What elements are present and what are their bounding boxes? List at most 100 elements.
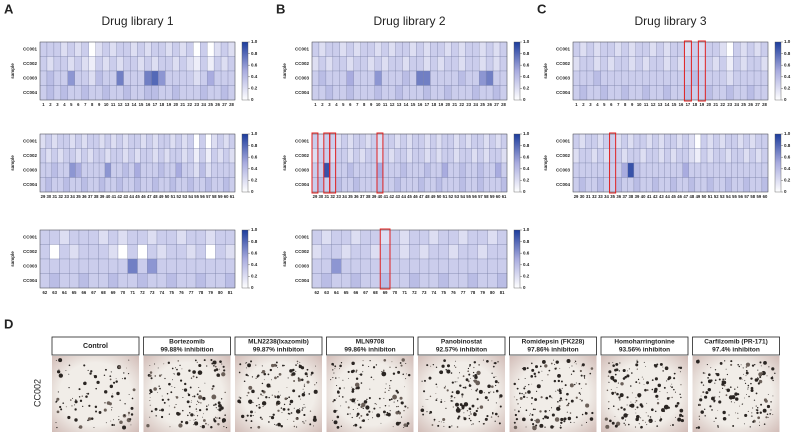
colorbar-tick-label: 0.4	[523, 262, 530, 267]
colony	[774, 372, 776, 375]
colony	[432, 364, 435, 366]
heatmap-cell	[698, 56, 706, 72]
colony	[561, 399, 563, 401]
heatmap-cell	[380, 258, 391, 274]
colony	[448, 425, 451, 429]
heatmap-cell	[39, 85, 48, 101]
colony	[223, 426, 225, 428]
colony	[124, 403, 126, 405]
heatmap-cell	[430, 85, 438, 101]
colony	[741, 378, 743, 380]
colony	[671, 383, 673, 385]
colony	[557, 400, 559, 403]
colony	[301, 393, 306, 397]
column-label: 8	[363, 102, 366, 107]
colony	[149, 392, 151, 395]
colony	[470, 419, 472, 422]
colony	[473, 366, 475, 369]
heatmap-cell	[69, 229, 80, 245]
heatmap-cell	[144, 41, 152, 57]
heatmap-cell	[639, 162, 647, 178]
heatmap-cell	[579, 70, 588, 86]
colony	[121, 378, 123, 380]
colony	[749, 426, 751, 428]
colony	[187, 392, 189, 394]
heatmap-cell	[746, 70, 755, 86]
heatmap-cell	[600, 41, 608, 57]
heatmap-cell	[609, 133, 616, 149]
heatmap-cell	[220, 56, 229, 72]
heatmap-cell	[331, 229, 342, 245]
heatmap-cell	[140, 177, 147, 193]
heatmap-cell	[311, 273, 322, 289]
colony	[425, 399, 427, 401]
heatmap-cell	[127, 229, 138, 245]
heatmap-cell	[215, 273, 226, 289]
colony	[566, 411, 568, 413]
colony	[616, 387, 618, 388]
colony	[627, 423, 630, 426]
heatmap-cell	[163, 177, 171, 193]
heatmap-cell	[360, 273, 371, 289]
colorbar	[513, 229, 521, 289]
colony	[525, 426, 527, 428]
colony	[626, 396, 629, 399]
heatmap-cell	[430, 133, 437, 149]
heatmap-cell	[471, 133, 478, 149]
colony	[535, 365, 539, 369]
heatmap-cell	[323, 162, 330, 178]
heatmap-cell	[388, 177, 395, 193]
colony	[240, 414, 245, 419]
heatmap-cell	[409, 229, 420, 245]
heatmap-cell	[329, 133, 336, 149]
colony	[531, 397, 533, 399]
colony	[755, 405, 757, 407]
colony	[470, 389, 472, 390]
colony	[548, 369, 551, 372]
colony	[171, 386, 173, 387]
heatmap-cell	[713, 148, 720, 164]
heatmap-cell	[453, 133, 460, 149]
heatmap-cell	[402, 41, 410, 57]
heatmap-cell	[691, 56, 699, 72]
colony	[446, 389, 449, 392]
heatmap-cell	[193, 133, 200, 149]
heatmap-cell	[726, 56, 734, 72]
column-label: 34	[604, 194, 609, 199]
y-axis-label: sample	[10, 63, 15, 79]
colony	[608, 401, 610, 403]
heatmap-cell	[181, 133, 188, 149]
colony	[521, 392, 523, 395]
colony	[193, 419, 195, 421]
colony	[555, 360, 559, 364]
column-label: 2	[321, 102, 324, 107]
heatmap-cell	[441, 148, 449, 164]
column-label: 31	[52, 194, 57, 199]
row-label: CC002	[32, 379, 42, 407]
colony	[87, 392, 90, 395]
colony	[393, 398, 396, 400]
heatmap-cell	[109, 41, 117, 57]
heatmap-cell	[186, 41, 194, 57]
heatmap-cell	[227, 56, 236, 72]
colony	[384, 414, 386, 416]
heatmap-frame	[311, 41, 508, 101]
heatmap-cell	[95, 85, 103, 101]
colony	[109, 384, 114, 389]
colony	[176, 368, 178, 371]
colony	[246, 362, 248, 364]
colony	[263, 372, 267, 376]
colony	[564, 384, 567, 387]
column-label: 62	[43, 290, 48, 295]
colony-image	[143, 356, 231, 432]
heatmap-cell	[381, 41, 389, 57]
heatmap-cell	[211, 148, 218, 164]
colony	[173, 406, 176, 409]
colony	[187, 414, 189, 417]
colony	[93, 427, 95, 429]
heatmap-cell	[700, 148, 708, 164]
colony	[277, 375, 279, 378]
heatmap-cell	[682, 148, 689, 164]
colony	[537, 371, 540, 374]
heatmap-cell	[206, 85, 215, 101]
